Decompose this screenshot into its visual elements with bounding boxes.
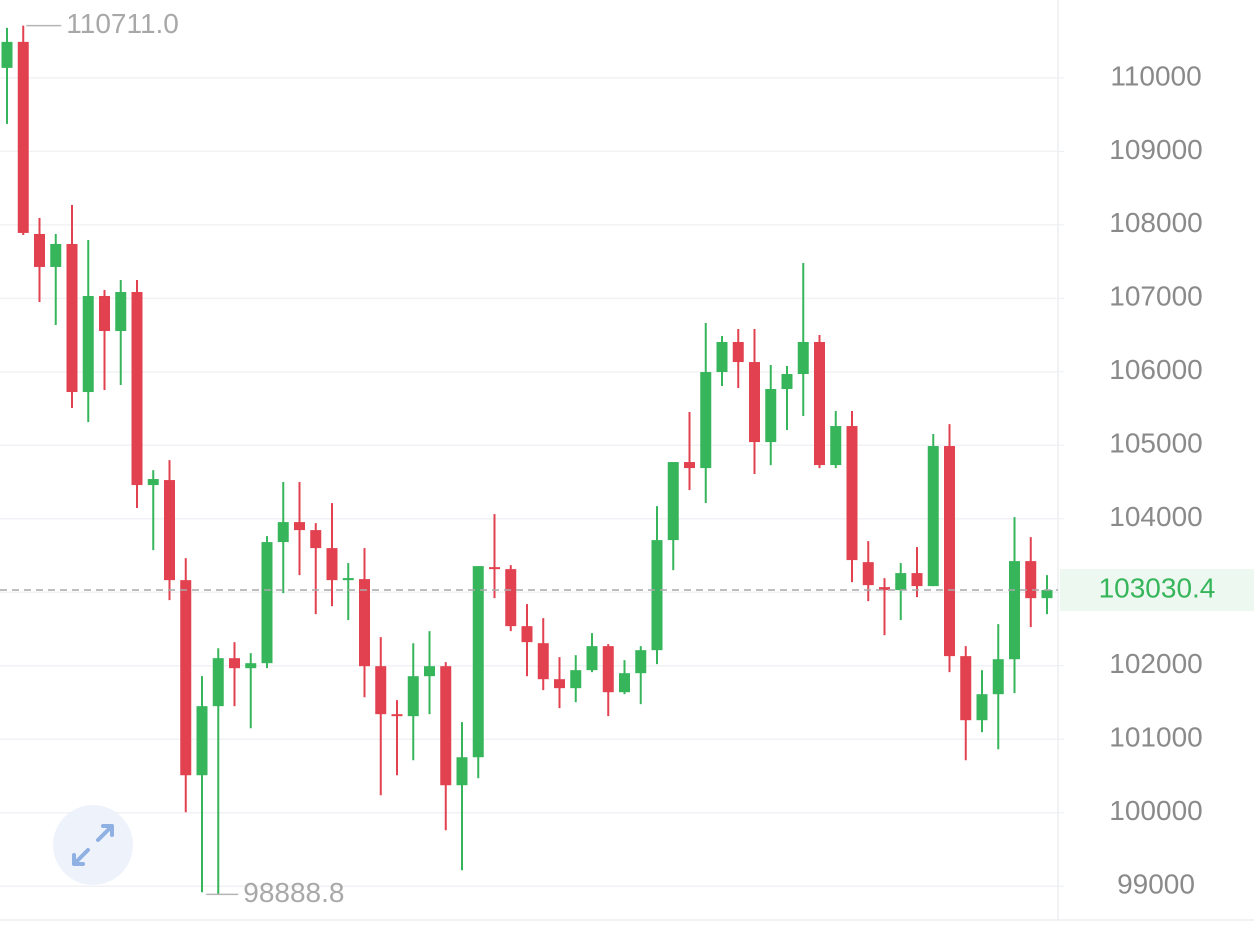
candle-body [196, 706, 208, 776]
candle-body [99, 295, 110, 332]
candle-body [602, 646, 614, 693]
candle-body [359, 579, 370, 667]
candle-body [1041, 590, 1053, 599]
candle-body [245, 663, 257, 669]
y-tick-label: 100000 [1109, 795, 1202, 826]
candle-body [164, 480, 175, 581]
fullscreen-button[interactable] [53, 805, 133, 885]
candle-body [684, 462, 695, 469]
y-tick-label: 102000 [1109, 648, 1202, 679]
candle-body [456, 757, 468, 786]
candle-body [131, 292, 143, 486]
candle-body [765, 389, 777, 443]
candle-body [310, 530, 322, 549]
last-price-label: 103030.4 [1099, 572, 1216, 603]
candle-body [992, 659, 1004, 695]
y-tick-label: 108000 [1109, 207, 1202, 238]
y-tick-label: 110000 [1110, 60, 1201, 91]
candle-body [830, 426, 842, 466]
candle-body [472, 566, 484, 758]
candle-body [115, 292, 127, 332]
plot: 9900010000010100010200010300010400010500… [0, 8, 1203, 908]
candle-body [895, 573, 907, 591]
candle-body [814, 341, 825, 466]
candle-body [521, 626, 533, 643]
y-tick-label: 109000 [1109, 134, 1202, 165]
candle-body [17, 41, 29, 233]
candle-body [294, 522, 305, 531]
candle-body [505, 569, 517, 627]
candle-body [424, 666, 435, 677]
candle-body [879, 587, 890, 591]
expand-icon[interactable] [72, 824, 114, 866]
y-tick-label: 101000 [1109, 722, 1202, 753]
candle-body [716, 341, 728, 373]
candle-body [570, 670, 582, 689]
y-tick-label: 104000 [1109, 501, 1202, 532]
candle-body [180, 580, 192, 776]
candle-body [862, 562, 874, 586]
candle-body [1009, 561, 1020, 660]
candle-body [147, 479, 159, 486]
candle-body [489, 567, 500, 570]
high-marker-label: 110711.0 [66, 8, 179, 39]
candle-body [342, 578, 354, 581]
candle-body [732, 341, 744, 363]
candle-body [440, 666, 452, 786]
candle-body [50, 243, 62, 267]
candle-body [781, 374, 793, 390]
candle-body [554, 679, 565, 689]
candle-body [700, 372, 712, 469]
candle-body [34, 233, 45, 267]
candle-body [619, 673, 630, 693]
last-price-box [1060, 569, 1254, 612]
candle-body [667, 462, 679, 541]
candle-body [229, 658, 240, 669]
y-tick-label: 106000 [1109, 354, 1202, 385]
candle-body [212, 658, 224, 707]
candle-body [391, 714, 403, 717]
candle-body [326, 548, 338, 581]
candle-body [846, 426, 858, 561]
candle-body [586, 646, 598, 671]
y-tick-label: 107000 [1109, 281, 1202, 312]
candle-body [976, 694, 988, 721]
candle-body [651, 540, 663, 651]
candle-body [1025, 561, 1037, 599]
candle-body [635, 650, 647, 674]
candle-body [375, 666, 387, 715]
candle-body [1, 41, 13, 68]
candle-body [277, 522, 289, 543]
candle-body [82, 295, 94, 393]
y-tick-label: 105000 [1109, 428, 1202, 459]
candle-body [537, 643, 549, 680]
candle-body [960, 656, 972, 721]
candle-body [261, 542, 273, 664]
y-tick-label: 99000 [1117, 869, 1195, 900]
button-bg[interactable] [53, 805, 133, 885]
candle-body [911, 573, 923, 587]
candle-body [407, 676, 419, 717]
candle-body [749, 362, 760, 443]
low-marker-label: 98888.8 [243, 877, 344, 908]
candle-body [944, 446, 955, 657]
candle-body [797, 341, 809, 375]
candle-body [927, 446, 939, 587]
candle-body [66, 243, 78, 393]
